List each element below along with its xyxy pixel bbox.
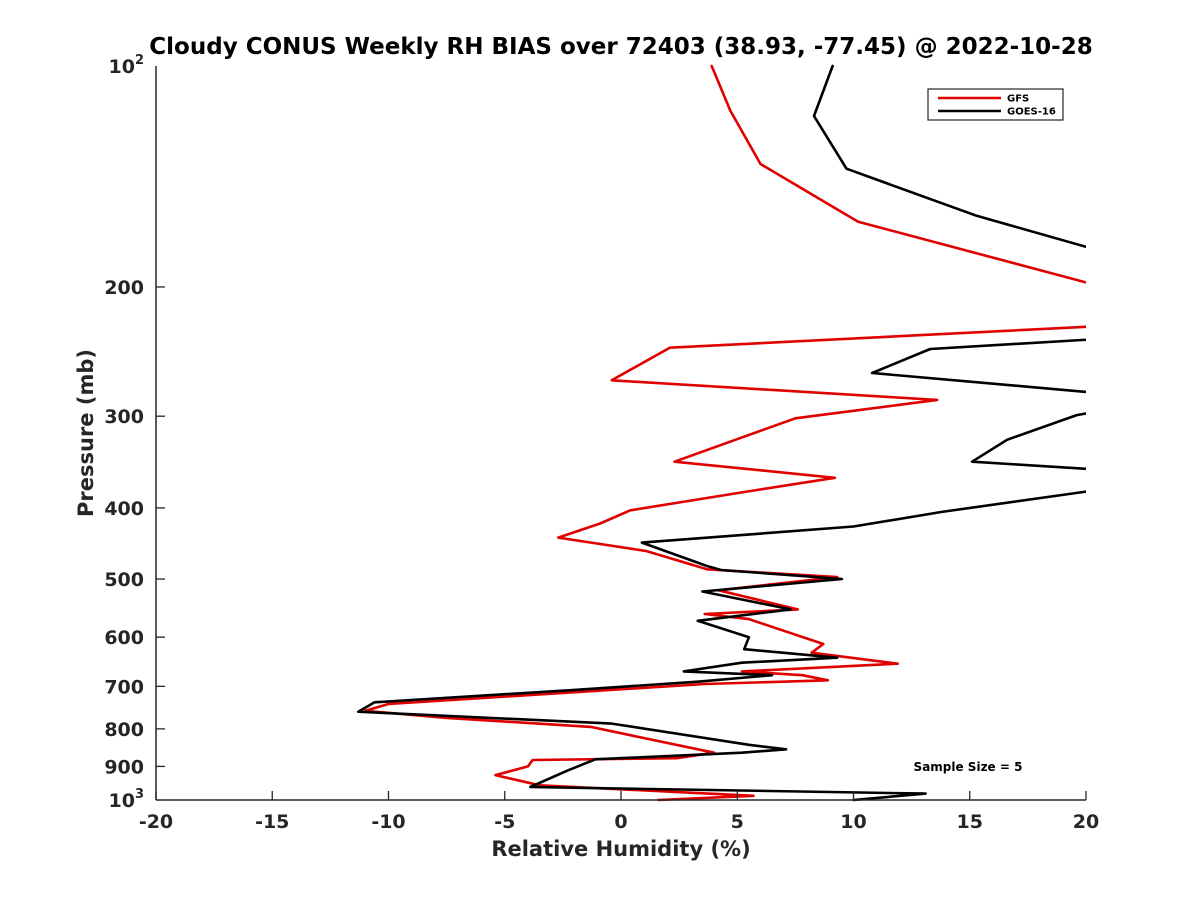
x-tick-label: 15 xyxy=(957,811,983,833)
plot-series xyxy=(356,64,1086,802)
x-tick-label: -20 xyxy=(139,811,173,833)
y-tick-label: 102 xyxy=(109,53,145,78)
x-tick-label: 5 xyxy=(731,811,744,833)
x-tick-label: 0 xyxy=(614,811,627,833)
series-line-gfs xyxy=(363,64,1086,802)
x-tick-label: -15 xyxy=(255,811,289,833)
legend-box xyxy=(927,88,1064,121)
x-tick-label: -10 xyxy=(371,811,405,833)
legend: GFS GOES-16 xyxy=(927,88,1064,121)
y-tick-label: 103 xyxy=(109,787,145,812)
x-tick-label: 10 xyxy=(840,811,866,833)
x-axis-title: Relative Humidity (%) xyxy=(491,837,750,861)
y-tick-label: 600 xyxy=(104,627,144,649)
chart-title: Cloudy CONUS Weekly RH BIAS over 72403 (… xyxy=(149,34,1092,60)
y-tick-label: 900 xyxy=(104,756,144,778)
legend-label: GFS xyxy=(1007,94,1029,105)
y-tick-label: 300 xyxy=(104,406,144,428)
legend-label: GOES-16 xyxy=(1007,107,1056,118)
y-axis-title: Pressure (mb) xyxy=(74,349,98,517)
y-tick-label: 800 xyxy=(104,719,144,741)
series-line-goes-16 xyxy=(356,64,1086,802)
sample-size-annotation: Sample Size = 5 xyxy=(914,760,1023,774)
y-tick-label: 200 xyxy=(104,277,144,299)
y-tick-label: 700 xyxy=(104,676,144,698)
y-tick-label: 500 xyxy=(104,569,144,591)
y-ticks: 102 200 300 400 500 600 700 800 900 103 xyxy=(104,53,165,812)
x-tick-label: 20 xyxy=(1073,811,1099,833)
y-tick-label: 400 xyxy=(104,498,144,520)
x-tick-label: -5 xyxy=(494,811,515,833)
x-ticks: -20 -15 -10 -5 0 5 10 15 20 xyxy=(139,791,1099,833)
